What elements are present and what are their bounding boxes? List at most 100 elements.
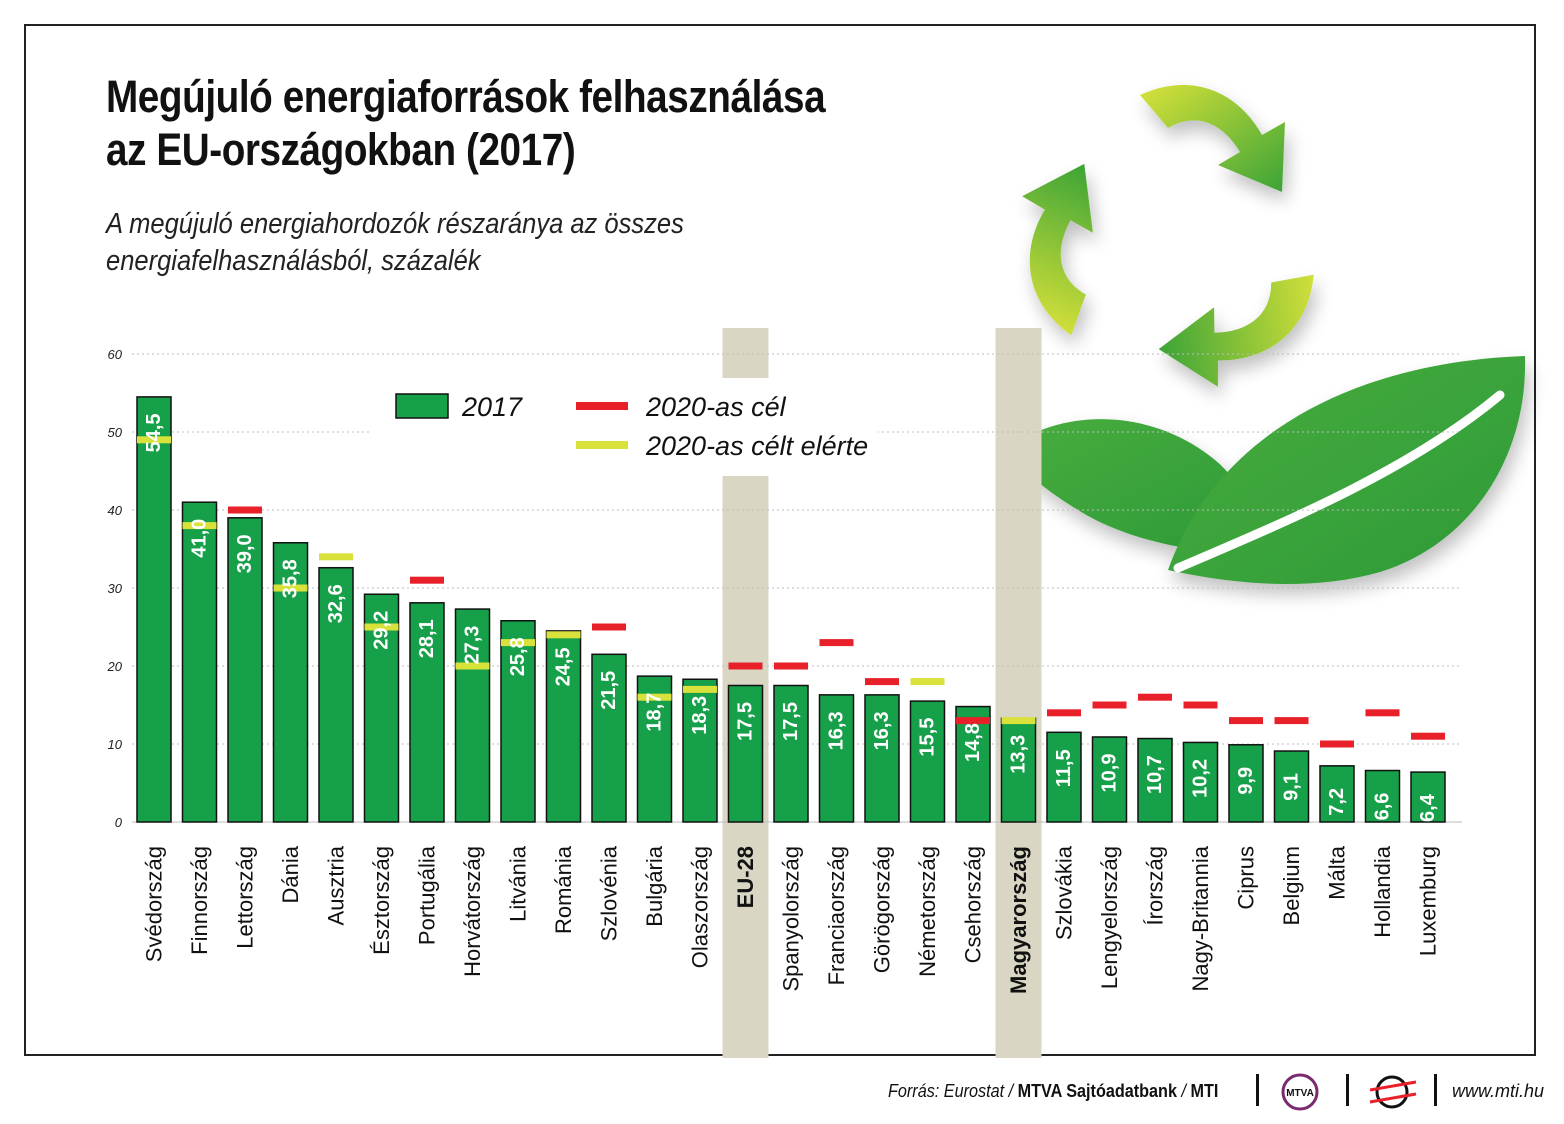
recycle-arrow-icon (1158, 274, 1314, 387)
x-category-label: Horvátország (460, 846, 485, 977)
x-category-label: Ausztria (324, 845, 349, 925)
target-marker (1229, 717, 1263, 725)
bar-value-label: 15,5 (917, 718, 939, 757)
target-marker (273, 584, 308, 592)
bar (909, 700, 946, 823)
bar-value-label: 6,4 (1417, 793, 1439, 822)
x-category-label: Spanyolország (779, 846, 804, 992)
bar-value-label: 9,9 (1235, 767, 1257, 795)
mti-logo-icon (1369, 1075, 1417, 1109)
x-category-label: EU-28 (733, 846, 758, 908)
x-category-label: Málta (1325, 845, 1350, 900)
bar (1228, 744, 1264, 823)
x-category-label: Észtország (369, 846, 394, 955)
source-bold-2: MTI (1190, 1081, 1219, 1101)
bar (1319, 765, 1355, 823)
bar-value-label: 24,5 (553, 647, 575, 686)
x-category-label: Lengyelország (1097, 846, 1122, 989)
bar (1046, 731, 1082, 823)
title-line-1: Megújuló energiaforrások felhasználása (106, 71, 826, 122)
bar (727, 684, 764, 823)
x-category-label: Románia (551, 845, 576, 934)
bar-value-label: 32,6 (325, 584, 347, 623)
x-category-label: Nagy-Britannia (1188, 845, 1213, 991)
x-category-label: Svédország (142, 846, 167, 962)
y-tick-label: 50 (108, 425, 123, 440)
bar (136, 396, 172, 823)
x-category-label: Ciprus (1234, 846, 1259, 910)
target-marker (1092, 701, 1127, 709)
x-category-label: Litvánia (506, 845, 531, 922)
mtva-logo-icon: MTVA (1281, 1073, 1319, 1111)
bar (545, 630, 582, 823)
bar-value-label: 16,3 (826, 711, 848, 750)
target-marker (364, 623, 399, 631)
target-marker (592, 623, 626, 631)
bar (1000, 717, 1037, 823)
target-marker (865, 678, 899, 686)
bar-value-label: 27,3 (462, 626, 484, 665)
y-tick-label: 10 (108, 737, 123, 752)
bar (864, 694, 900, 823)
bar (1182, 741, 1219, 823)
recycle-icon (1022, 84, 1314, 387)
y-tick-label: 0 (115, 815, 123, 830)
target-marker (137, 436, 171, 444)
bar-value-label: 14,8 (962, 723, 984, 762)
bar-value-label: 7,2 (1326, 788, 1348, 816)
bar-value-label: 21,5 (598, 671, 620, 710)
bar-value-label: 18,3 (689, 696, 711, 735)
target-marker (1365, 709, 1400, 717)
highlight-column (995, 328, 1042, 1058)
bar (591, 653, 627, 823)
x-category-label: Szlovénia (597, 845, 622, 941)
bar-value-label: 29,2 (371, 611, 393, 650)
x-category-label: Olaszország (688, 846, 713, 968)
recycle-arrow-icon (1140, 84, 1285, 192)
bar (1364, 769, 1401, 823)
footer-divider (1346, 1074, 1349, 1106)
bar-value-label: 6,6 (1372, 793, 1394, 821)
y-tick-label: 40 (108, 503, 123, 518)
target-marker (774, 662, 808, 670)
subtitle-line-2: energiafelhasználásból, százalék (106, 245, 481, 278)
x-category-label: Dánia (278, 845, 303, 903)
legend-swatch-2017 (395, 393, 449, 419)
target-marker (410, 576, 444, 584)
bar (773, 684, 809, 823)
y-tick-label: 60 (108, 347, 123, 362)
x-category-label: Szlovákia (1052, 845, 1077, 940)
bar (1091, 736, 1128, 823)
x-category-label: Görögország (870, 846, 895, 973)
leaf-icon (1005, 356, 1526, 585)
target-marker (501, 639, 535, 647)
bar (454, 608, 491, 823)
target-marker (1274, 717, 1309, 725)
legend-label-2017: 2017 (461, 392, 523, 422)
target-marker (319, 553, 353, 561)
recycle-arrow-icon (1022, 163, 1093, 336)
bar (227, 517, 263, 823)
target-marker (728, 662, 763, 670)
target-marker (956, 717, 990, 725)
target-marker (637, 693, 672, 701)
bar (409, 602, 445, 823)
bar-value-label: 17,5 (735, 702, 757, 741)
source-prefix: Forrás: Eurostat / (888, 1081, 1018, 1101)
x-category-label: Belgium (1279, 846, 1304, 925)
bar (955, 705, 991, 823)
legend-background (370, 378, 878, 476)
target-marker (683, 685, 717, 693)
footer-divider (1434, 1074, 1437, 1106)
bar-value-label: 17,5 (780, 702, 802, 741)
target-marker (546, 631, 581, 639)
legend-label-reached: 2020-as célt elérte (645, 431, 868, 461)
bar-value-label: 25,8 (507, 637, 529, 676)
target-marker (910, 678, 945, 686)
bar-value-label: 16,3 (871, 711, 893, 750)
y-tick-label: 30 (108, 581, 123, 596)
source-bold: MTVA Sajtóadatbank (1017, 1081, 1177, 1101)
bar (500, 620, 536, 823)
x-category-label: Németország (915, 846, 940, 977)
target-marker (1001, 717, 1036, 725)
